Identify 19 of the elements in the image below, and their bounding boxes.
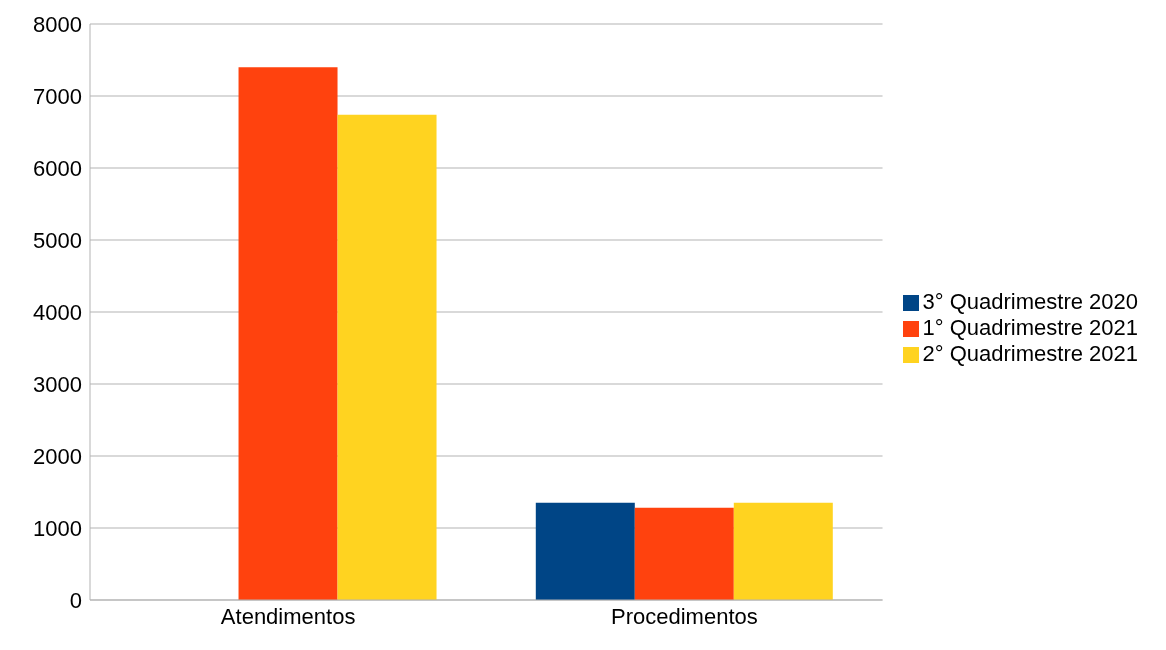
bar bbox=[634, 507, 734, 600]
y-tick-label: 0 bbox=[69, 587, 82, 613]
y-tick-label: 5000 bbox=[33, 227, 82, 253]
x-tick-label: Procedimentos bbox=[611, 603, 758, 629]
bar bbox=[535, 502, 635, 600]
y-tick-label: 4000 bbox=[33, 299, 82, 325]
y-tick-label: 8000 bbox=[33, 11, 82, 37]
bar bbox=[337, 114, 437, 600]
y-tick-label: 2000 bbox=[33, 443, 82, 469]
y-tick-label: 1000 bbox=[33, 515, 82, 541]
legend-label: 2° Quadrimestre 2021 bbox=[922, 341, 1138, 366]
y-tick-label: 7000 bbox=[33, 83, 82, 109]
y-tick-label: 6000 bbox=[33, 155, 82, 181]
bar bbox=[238, 67, 338, 600]
bar bbox=[733, 502, 833, 600]
y-tick-label: 3000 bbox=[33, 371, 82, 397]
legend-label: 1° Quadrimestre 2021 bbox=[922, 315, 1138, 340]
legend-label: 3° Quadrimestre 2020 bbox=[922, 289, 1138, 314]
x-tick-label: Atendimentos bbox=[220, 603, 356, 629]
